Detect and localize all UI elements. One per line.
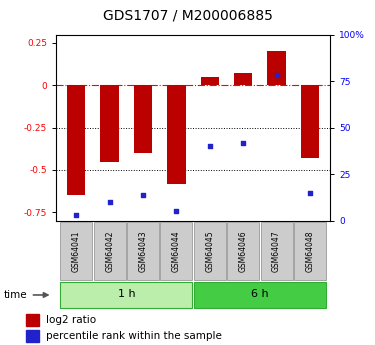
Text: GSM64044: GSM64044 <box>172 230 181 272</box>
Text: GSM64045: GSM64045 <box>206 230 214 272</box>
Bar <box>26 330 39 342</box>
FancyBboxPatch shape <box>294 222 326 280</box>
FancyBboxPatch shape <box>94 222 126 280</box>
FancyBboxPatch shape <box>261 222 292 280</box>
Bar <box>134 85 152 153</box>
Bar <box>26 314 39 326</box>
Bar <box>100 85 119 161</box>
Point <box>173 209 179 214</box>
Text: GSM64047: GSM64047 <box>272 230 281 272</box>
Text: GSM64043: GSM64043 <box>138 230 147 272</box>
Text: GSM64042: GSM64042 <box>105 230 114 272</box>
Bar <box>301 85 319 158</box>
Text: GSM64046: GSM64046 <box>239 230 248 272</box>
Point <box>73 213 79 218</box>
Text: 1 h: 1 h <box>117 289 135 299</box>
Text: 6 h: 6 h <box>251 289 269 299</box>
Bar <box>167 85 186 184</box>
Text: percentile rank within the sample: percentile rank within the sample <box>46 332 222 341</box>
FancyBboxPatch shape <box>127 222 159 280</box>
Point <box>240 140 246 145</box>
Point <box>140 192 146 197</box>
Point <box>207 144 213 149</box>
Text: time: time <box>4 290 27 300</box>
FancyBboxPatch shape <box>227 222 259 280</box>
Text: GSM64048: GSM64048 <box>306 230 315 272</box>
Point <box>307 190 313 196</box>
FancyBboxPatch shape <box>60 222 92 280</box>
FancyBboxPatch shape <box>160 222 192 280</box>
Bar <box>67 85 86 195</box>
Text: GDS1707 / M200006885: GDS1707 / M200006885 <box>102 8 272 22</box>
Bar <box>234 73 252 85</box>
Point <box>274 73 280 78</box>
Bar <box>201 77 219 85</box>
Text: GSM64041: GSM64041 <box>72 230 81 272</box>
FancyBboxPatch shape <box>194 282 326 308</box>
FancyBboxPatch shape <box>60 282 192 308</box>
Bar <box>267 51 286 85</box>
Text: log2 ratio: log2 ratio <box>46 315 96 325</box>
FancyBboxPatch shape <box>194 222 226 280</box>
Point <box>106 199 112 205</box>
